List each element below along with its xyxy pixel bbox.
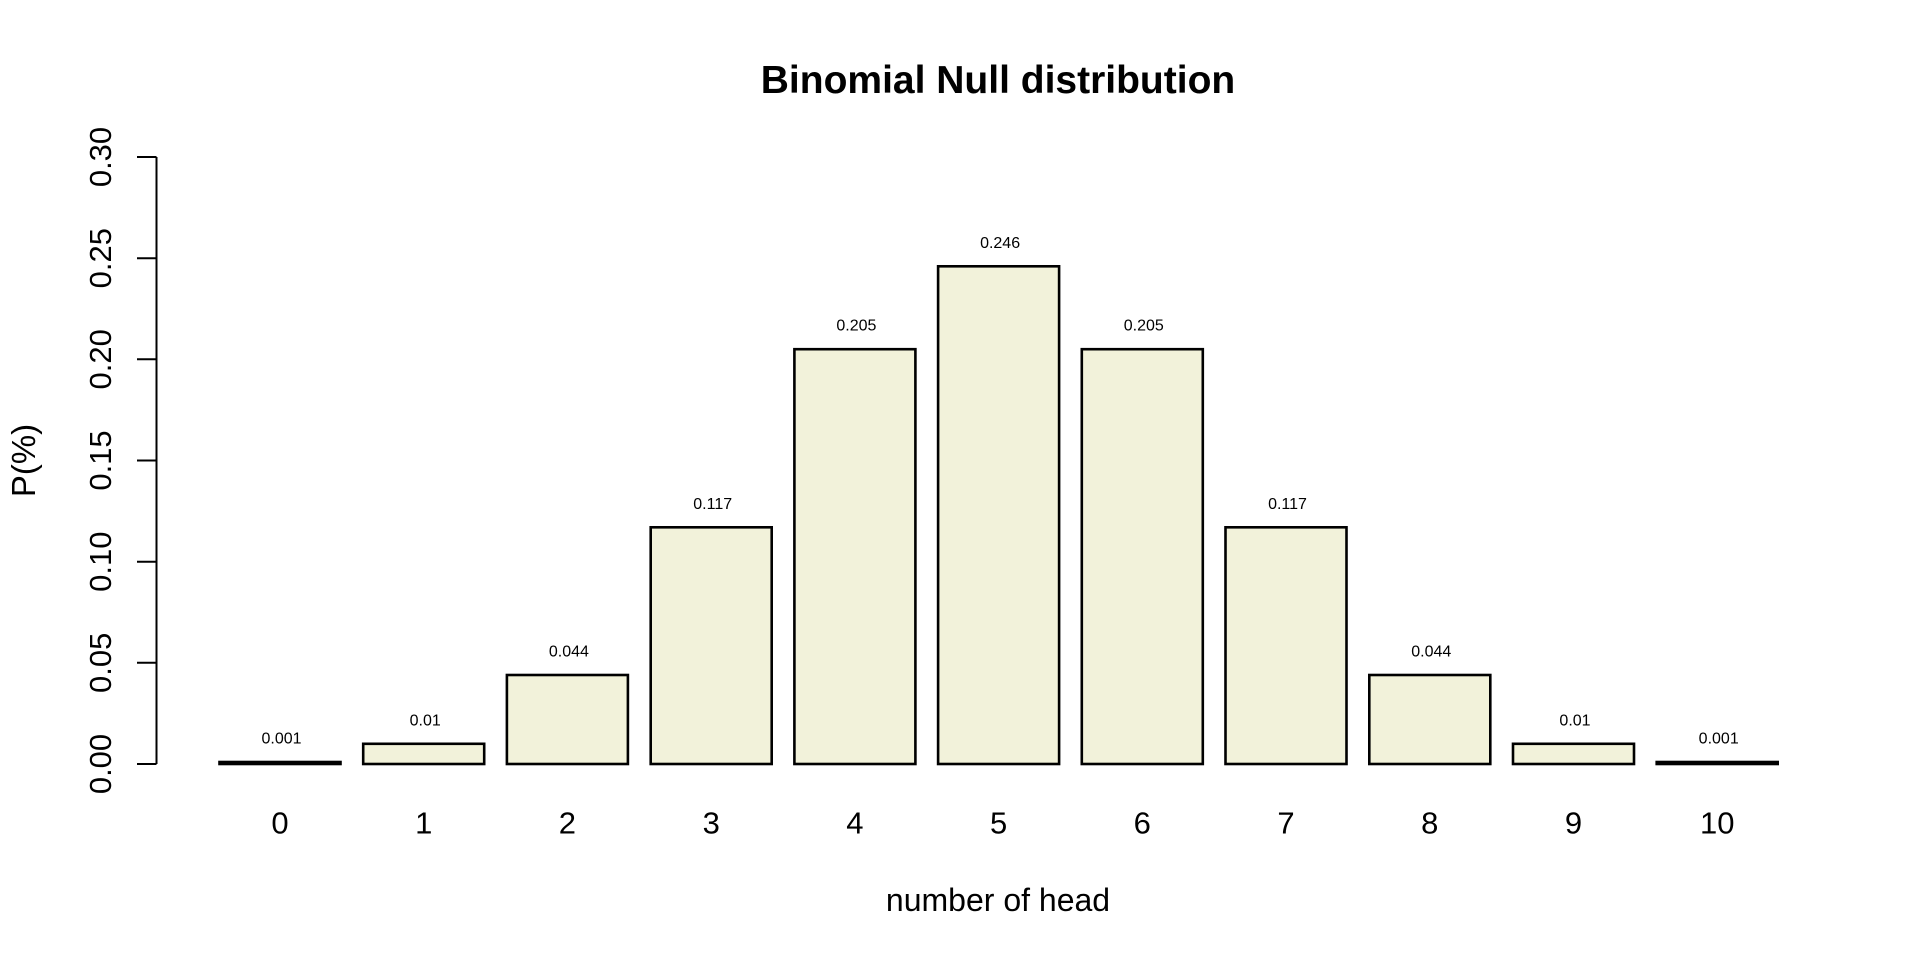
svg-text:0.117: 0.117 (693, 496, 732, 513)
svg-text:4: 4 (846, 806, 863, 841)
svg-text:6: 6 (1134, 806, 1151, 841)
svg-text:0.117: 0.117 (1268, 496, 1307, 513)
svg-text:0.001: 0.001 (1699, 731, 1739, 748)
svg-text:0.205: 0.205 (1124, 318, 1164, 335)
svg-text:2: 2 (559, 806, 576, 841)
svg-text:8: 8 (1421, 806, 1438, 841)
svg-text:0.10: 0.10 (83, 532, 118, 592)
svg-text:0.25: 0.25 (83, 228, 118, 288)
svg-text:0.30: 0.30 (83, 127, 118, 187)
svg-text:0.001: 0.001 (261, 731, 301, 748)
svg-text:0: 0 (271, 806, 288, 841)
svg-text:0.15: 0.15 (83, 430, 118, 490)
svg-text:3: 3 (703, 806, 720, 841)
svg-text:P(%): P(%) (5, 424, 42, 497)
svg-text:1: 1 (415, 806, 432, 841)
svg-text:0.044: 0.044 (549, 644, 589, 661)
svg-text:Binomial Null distribution: Binomial Null distribution (761, 59, 1235, 102)
svg-text:9: 9 (1565, 806, 1582, 841)
svg-text:0.01: 0.01 (1559, 712, 1590, 729)
svg-text:5: 5 (990, 806, 1007, 841)
svg-text:0.205: 0.205 (836, 318, 876, 335)
svg-text:0.00: 0.00 (83, 734, 118, 794)
svg-text:0.246: 0.246 (980, 235, 1020, 252)
svg-text:0.044: 0.044 (1411, 644, 1451, 661)
svg-text:7: 7 (1277, 806, 1294, 841)
svg-text:10: 10 (1700, 806, 1734, 841)
svg-text:0.05: 0.05 (83, 633, 118, 693)
svg-text:0.01: 0.01 (410, 712, 441, 729)
svg-text:0.20: 0.20 (83, 329, 118, 389)
svg-text:number of head: number of head (886, 882, 1110, 918)
